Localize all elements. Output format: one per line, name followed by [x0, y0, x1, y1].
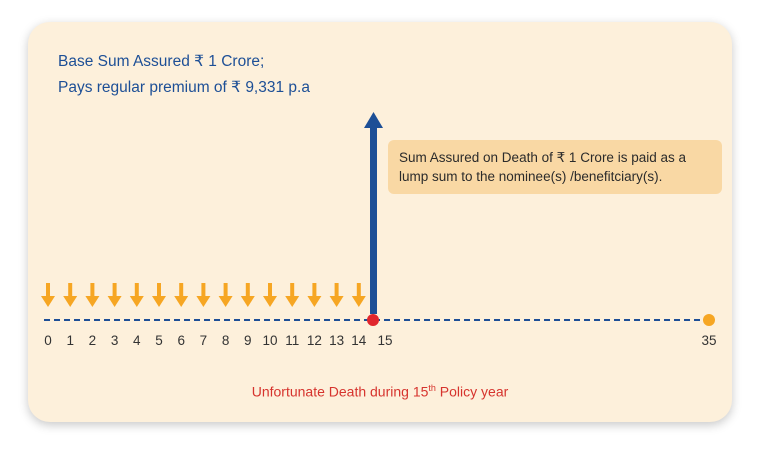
down-arrow-icon — [129, 283, 144, 307]
tick-label: 7 — [200, 333, 208, 348]
tick-label: 12 — [307, 333, 322, 348]
caption-text: Unfortunate Death during 15 — [251, 383, 429, 400]
tick-label: 35 — [701, 333, 716, 348]
tick-label: 13 — [329, 333, 344, 348]
tick-label: 4 — [133, 333, 141, 348]
up-arrow-icon — [370, 126, 377, 314]
tick-label: 14 — [351, 333, 367, 348]
down-arrow-icon — [307, 283, 322, 307]
death-caption: Unfortunate Death during 15th Policy yea… — [0, 383, 760, 400]
tick-label: 0 — [44, 333, 52, 348]
benefit-arrow — [364, 112, 383, 314]
caption-text-end: Policy year — [435, 383, 509, 400]
caption-superscript: th — [428, 383, 436, 393]
tick-label: 10 — [262, 333, 277, 348]
down-arrow-icon — [107, 283, 122, 307]
down-arrow-icon — [285, 283, 300, 307]
sum-assured-text: Base Sum Assured ₹ 1 Crore; — [58, 53, 265, 70]
callout-line-2: lump sum to the nominee(s) /benefitciary… — [399, 169, 663, 184]
down-arrow-icon — [85, 283, 100, 307]
premium-text: Pays regular premium of ₹ 9,331 p.a — [58, 79, 310, 96]
down-arrow-icon — [174, 283, 189, 307]
down-arrow-icon — [329, 283, 344, 307]
down-arrow-icon — [41, 283, 55, 307]
tick-label: 6 — [177, 333, 185, 348]
down-arrow-icon — [351, 283, 366, 307]
tick-label: 2 — [89, 333, 97, 348]
tick-label: 8 — [222, 333, 230, 348]
illustration-card — [28, 22, 732, 422]
tick-label: 9 — [244, 333, 252, 348]
maturity-marker — [703, 314, 715, 326]
down-arrow-icon — [196, 283, 211, 307]
up-arrow-head — [364, 112, 383, 128]
premium-arrows — [41, 283, 366, 307]
tick-label: 1 — [66, 333, 74, 348]
down-arrow-icon — [63, 283, 78, 307]
death-benefit-callout: Sum Assured on Death of ₹ 1 Crore is pai… — [388, 140, 722, 194]
down-arrow-icon — [152, 283, 166, 307]
tick-label: 11 — [285, 333, 299, 348]
tick-label: 15 — [377, 333, 392, 348]
tick-labels: 0 1 2 3 4 5 6 7 8 9 10 11 12 13 14 15 35 — [44, 333, 716, 348]
down-arrow-icon — [218, 283, 233, 307]
tick-label: 3 — [111, 333, 119, 348]
tick-label: 5 — [155, 333, 163, 348]
callout-line-1: Sum Assured on Death of ₹ 1 Crore is pai… — [399, 150, 686, 165]
down-arrow-icon — [263, 283, 277, 307]
down-arrow-icon — [240, 283, 255, 307]
death-marker — [367, 314, 379, 326]
